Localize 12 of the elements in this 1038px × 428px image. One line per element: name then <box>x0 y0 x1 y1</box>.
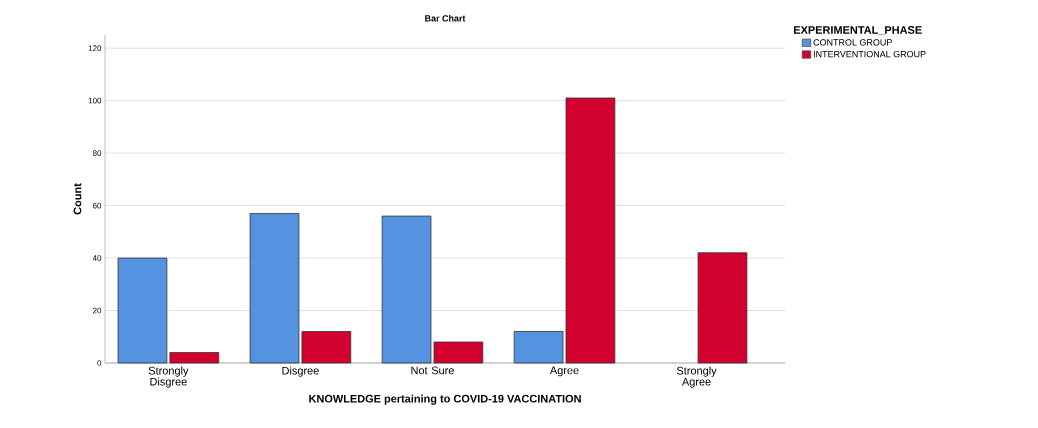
y-axis-title: Count <box>73 183 82 215</box>
legend-label: CONTROL GROUP <box>813 39 892 46</box>
x-tick-label: Agree <box>549 366 579 377</box>
x-axis-title: KNOWLEDGE pertaining to COVID-19 VACCINATION <box>309 394 581 405</box>
x-tick-label: Strongly Disgree <box>148 366 189 388</box>
x-tick-label: Strongly Agree <box>676 366 717 388</box>
legend-title: EXPERIMENTAL_PHASE <box>794 26 922 36</box>
bar <box>697 252 748 364</box>
legend-label: INTERVENTIONAL GROUP <box>813 50 926 58</box>
x-tick-label: Not Sure <box>411 366 454 375</box>
x-tick-label: Disgree <box>282 366 319 377</box>
chart-title: Bar Chart <box>425 14 466 22</box>
